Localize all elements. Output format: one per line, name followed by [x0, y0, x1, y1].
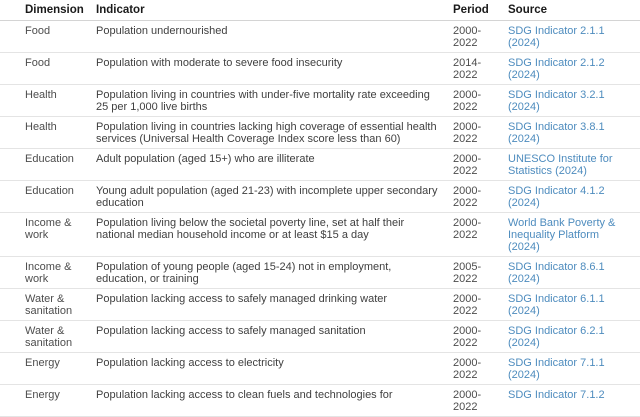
period-cell: 2000-2022 [453, 148, 508, 181]
period-cell: 2005-2022 [453, 256, 508, 289]
source-link[interactable]: SDG Indicator 6.2.1 (2024) [508, 324, 605, 349]
period-cell: 2000-2022 [453, 84, 508, 117]
source-link[interactable]: SDG Indicator 6.1.1 (2024) [508, 292, 605, 317]
column-header-dimension: Dimension [0, 0, 96, 21]
source-cell: World Bank Poverty & Inequality Platform… [508, 212, 640, 257]
dimension-cell: Food [0, 20, 96, 53]
period-cell: 2000-2022 [453, 212, 508, 257]
period-cell: 2000-2022 [453, 352, 508, 385]
column-header-period: Period [453, 0, 508, 21]
dimension-cell: Energy [0, 384, 96, 417]
source-cell: SDG Indicator 6.1.1 (2024) [508, 288, 640, 321]
source-cell: SDG Indicator 3.8.1 (2024) [508, 116, 640, 149]
indicator-cell: Population lacking access to safely mana… [96, 288, 453, 321]
table-row: Energy Population lacking access to elec… [0, 352, 640, 385]
source-link[interactable]: SDG Indicator 7.1.1 (2024) [508, 356, 605, 381]
dimension-cell: Education [0, 148, 96, 181]
indicator-cell: Young adult population (aged 21-23) with… [96, 180, 453, 213]
source-link[interactable]: SDG Indicator 2.1.2 (2024) [508, 56, 605, 81]
column-header-indicator: Indicator [96, 0, 453, 21]
indicator-cell: Population living in countries with unde… [96, 84, 453, 117]
indicator-cell: Population of young people (aged 15-24) … [96, 256, 453, 289]
indicator-cell: Population lacking access to safely mana… [96, 320, 453, 353]
table-row: Education Adult population (aged 15+) wh… [0, 148, 640, 181]
source-link[interactable]: SDG Indicator 8.6.1 (2024) [508, 260, 605, 285]
dimension-cell: Energy [0, 352, 96, 385]
table-row: Food Population with moderate to severe … [0, 52, 640, 85]
table-row: Water & sanitation Population lacking ac… [0, 288, 640, 321]
source-cell: SDG Indicator 2.1.1 (2024) [508, 20, 640, 53]
table-row: Food Population undernourished 2000-2022… [0, 20, 640, 53]
source-cell: SDG Indicator 3.2.1 (2024) [508, 84, 640, 117]
indicator-cell: Population lacking access to clean fuels… [96, 384, 453, 417]
table-body: Food Population undernourished 2000-2022… [0, 20, 640, 417]
source-link[interactable]: SDG Indicator 3.8.1 (2024) [508, 120, 605, 145]
dimension-cell: Education [0, 180, 96, 213]
indicator-cell: Population lacking access to electricity [96, 352, 453, 385]
table-row: Income & work Population living below th… [0, 212, 640, 257]
period-cell: 2014-2022 [453, 52, 508, 85]
dimension-cell: Health [0, 116, 96, 149]
indicator-cell: Population with moderate to severe food … [96, 52, 453, 85]
table-row: Education Young adult population (aged 2… [0, 180, 640, 213]
column-header-source: Source [508, 0, 640, 21]
dimension-cell: Income & work [0, 212, 96, 257]
table-row: Income & work Population of young people… [0, 256, 640, 289]
indicator-cell: Adult population (aged 15+) who are illi… [96, 148, 453, 181]
table-row: Health Population living in countries wi… [0, 84, 640, 117]
table-row: Energy Population lacking access to clea… [0, 384, 640, 417]
source-cell: SDG Indicator 2.1.2 (2024) [508, 52, 640, 85]
table-header: Dimension Indicator Period Source [0, 0, 640, 21]
period-cell: 2000-2022 [453, 180, 508, 213]
source-link[interactable]: World Bank Poverty & Inequality Platform… [508, 216, 616, 253]
period-cell: 2000-2022 [453, 116, 508, 149]
dimension-cell: Food [0, 52, 96, 85]
source-cell: SDG Indicator 4.1.2 (2024) [508, 180, 640, 213]
table-row: Water & sanitation Population lacking ac… [0, 320, 640, 353]
period-cell: 2000-2022 [453, 20, 508, 53]
indicator-cell: Population living below the societal pov… [96, 212, 453, 257]
source-link[interactable]: SDG Indicator 2.1.1 (2024) [508, 24, 605, 49]
source-cell: UNESCO Institute for Statistics (2024) [508, 148, 640, 181]
table-row: Health Population living in countries la… [0, 116, 640, 149]
source-link[interactable]: UNESCO Institute for Statistics (2024) [508, 152, 613, 177]
source-link[interactable]: SDG Indicator 7.1.2 [508, 388, 605, 401]
indicator-cell: Population living in countries lacking h… [96, 116, 453, 149]
source-cell: SDG Indicator 6.2.1 (2024) [508, 320, 640, 353]
period-cell: 2000-2022 [453, 288, 508, 321]
dimension-cell: Water & sanitation [0, 288, 96, 321]
header-row: Dimension Indicator Period Source [0, 0, 640, 21]
source-link[interactable]: SDG Indicator 3.2.1 (2024) [508, 88, 605, 113]
source-link[interactable]: SDG Indicator 4.1.2 (2024) [508, 184, 605, 209]
period-cell: 2000-2022 [453, 320, 508, 353]
source-cell: SDG Indicator 7.1.1 (2024) [508, 352, 640, 385]
source-cell: SDG Indicator 8.6.1 (2024) [508, 256, 640, 289]
indicator-cell: Population undernourished [96, 20, 453, 53]
source-cell: SDG Indicator 7.1.2 [508, 384, 640, 417]
dimension-cell: Health [0, 84, 96, 117]
dimension-cell: Water & sanitation [0, 320, 96, 353]
period-cell: 2000-2022 [453, 384, 508, 417]
dimension-cell: Income & work [0, 256, 96, 289]
